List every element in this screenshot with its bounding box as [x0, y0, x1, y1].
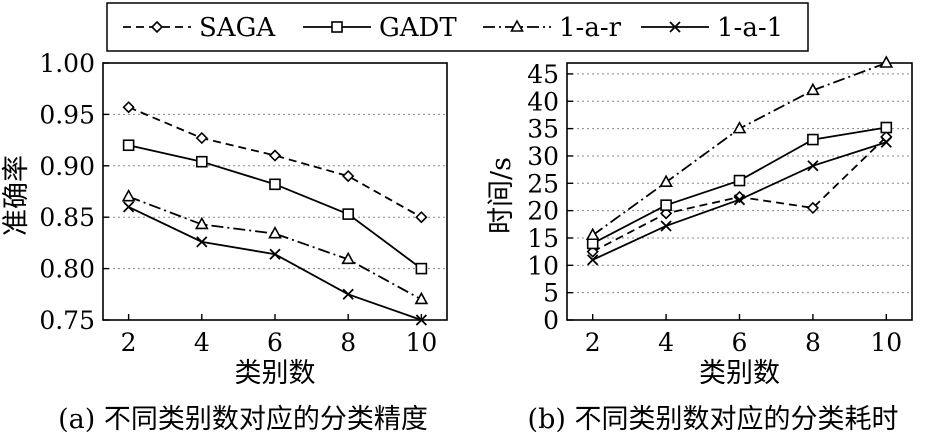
- data-point-1-a-1: [196, 236, 208, 248]
- x-tick-label: 6: [732, 328, 748, 357]
- data-point-1-a-r: [659, 174, 673, 188]
- data-point-gadt: [807, 133, 819, 146]
- data-point-1-a-1: [342, 288, 354, 300]
- y-tick-label: 5: [543, 279, 559, 308]
- data-point-gadt: [196, 155, 208, 168]
- plot-frame: [102, 62, 448, 321]
- data-point-gadt: [660, 199, 672, 211]
- legend-marker-saga: [150, 20, 164, 34]
- data-point-1-a-r: [194, 216, 209, 230]
- y-tick-label: 1.00: [39, 49, 95, 78]
- data-point-1-a-r: [414, 291, 429, 305]
- data-point-1-a-r: [879, 55, 894, 68]
- data-point-1-a-r: [806, 82, 820, 96]
- legend-marker-1-a-r: [510, 19, 524, 32]
- y-axis-label: 准确率: [1, 155, 32, 236]
- y-tick-label: 0.85: [39, 203, 95, 232]
- chart-caption: (b) 不同类别数对应的分类耗时: [528, 404, 899, 435]
- data-point-1-a-r: [341, 251, 356, 265]
- series-line-1-a-r: [128, 195, 422, 301]
- series-line-1-a-1: [128, 206, 422, 321]
- data-point-1-a-1: [122, 201, 135, 213]
- data-point-gadt: [122, 139, 135, 152]
- y-tick-label: 15: [527, 224, 559, 253]
- y-tick-label: 0.95: [39, 100, 95, 129]
- y-axis-label: 时间/s: [486, 157, 517, 234]
- data-point-1-a-1: [880, 136, 892, 148]
- y-tick-label: 35: [527, 115, 559, 144]
- data-point-saga: [195, 131, 208, 145]
- data-point-gadt: [415, 262, 428, 275]
- data-point-saga: [415, 211, 428, 224]
- data-point-1-a-1: [733, 194, 746, 206]
- x-tick-label: 4: [658, 328, 674, 357]
- series-line-saga: [128, 106, 422, 218]
- data-point-gadt: [342, 208, 354, 220]
- x-tick-label: 4: [194, 328, 210, 357]
- data-point-gadt: [880, 121, 893, 134]
- y-tick-label: 20: [527, 197, 559, 226]
- legend: SAGA GADT 1-a-r 1-a-1: [106, 2, 809, 52]
- data-point-1-a-1: [660, 220, 672, 232]
- y-tick-label: 0.75: [39, 306, 95, 335]
- data-point-saga: [806, 201, 820, 215]
- x-axis-label: 类别数: [699, 358, 780, 389]
- legend-label-gadt: GADT: [379, 13, 457, 43]
- legend-label-1-a-1: 1-a-1: [717, 13, 783, 43]
- x-tick-label: 2: [121, 328, 137, 357]
- legend-marker-gadt: [331, 21, 343, 33]
- legend-label-1-a-r: 1-a-r: [559, 13, 622, 43]
- data-point-1-a-1: [415, 314, 428, 326]
- data-point-1-a-r: [121, 188, 136, 202]
- y-tick-label: 45: [527, 60, 559, 89]
- y-tick-label: 10: [527, 251, 559, 280]
- y-tick-label: 30: [527, 142, 559, 171]
- data-point-gadt: [733, 174, 746, 187]
- legend-marker-1-a-1: [669, 21, 681, 33]
- y-tick-label: 0.90: [39, 152, 95, 181]
- data-point-1-a-1: [269, 248, 281, 260]
- x-axis-label: 类别数: [235, 358, 316, 389]
- legend-label-saga: SAGA: [199, 13, 276, 43]
- chart-caption: (a) 不同类别数对应的分类精度: [58, 404, 428, 435]
- y-tick-label: 0.80: [39, 255, 95, 284]
- x-tick-label: 10: [870, 328, 902, 357]
- data-point-1-a-r: [585, 227, 600, 241]
- series-line-gadt: [128, 144, 422, 270]
- y-tick-label: 40: [527, 87, 559, 116]
- y-tick-label: 25: [527, 169, 559, 198]
- x-tick-label: 2: [585, 328, 601, 357]
- data-point-1-a-r: [732, 120, 747, 134]
- data-point-1-a-r: [268, 225, 282, 239]
- data-point-gadt: [269, 178, 281, 191]
- series-line-1-a-r: [592, 62, 887, 236]
- data-point-saga: [342, 169, 355, 183]
- x-tick-label: 6: [267, 328, 283, 357]
- data-point-saga: [122, 101, 135, 114]
- x-tick-label: 8: [340, 328, 356, 357]
- x-tick-label: 8: [805, 328, 821, 357]
- chart-accuracy: 0.75 0.80 0.85 0.90 0.95 1.00 2 4 6 8 10 类别数 准确率 (a) …: [1, 49, 448, 435]
- y-tick-label: 0: [543, 306, 559, 335]
- data-point-1-a-1: [587, 254, 599, 266]
- data-point-saga: [268, 149, 282, 162]
- data-point-1-a-1: [807, 160, 819, 172]
- x-tick-label: 10: [405, 328, 437, 357]
